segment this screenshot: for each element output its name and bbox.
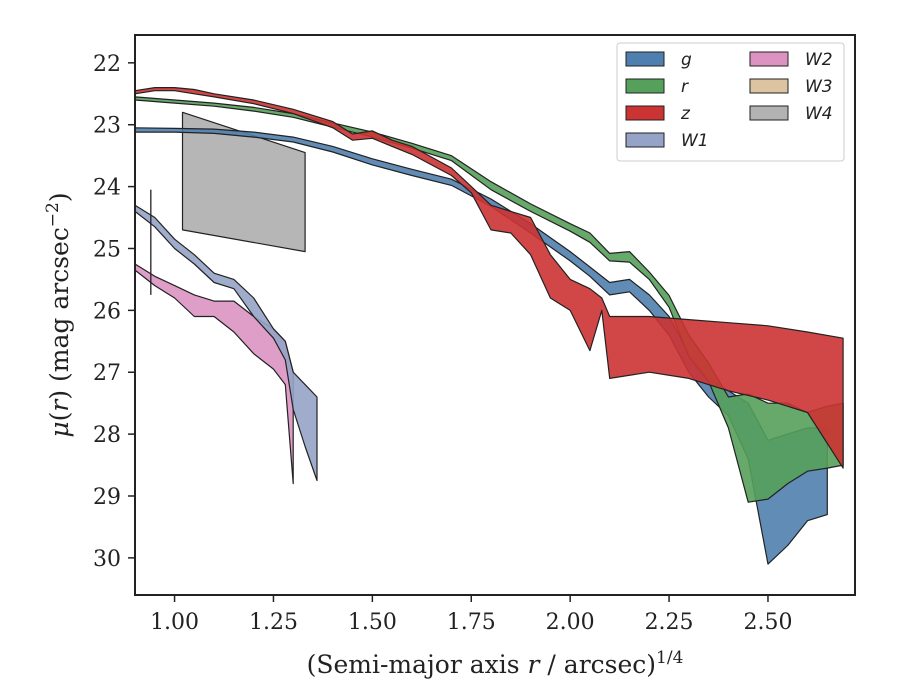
x-tick-label: 2.25 xyxy=(645,610,694,635)
y-tick-label: 28 xyxy=(93,423,121,448)
y-tick-label: 24 xyxy=(93,176,121,201)
y-tick-label: 30 xyxy=(93,547,121,572)
band-W1 xyxy=(134,204,318,482)
legend-label-r: r xyxy=(681,77,689,97)
y-tick-label: 22 xyxy=(93,52,121,77)
legend-label-W1: W1 xyxy=(681,131,709,151)
band-W4 xyxy=(181,111,306,253)
legend-label-W4: W4 xyxy=(805,104,833,124)
legend-swatch-W2 xyxy=(749,51,789,67)
band-z xyxy=(134,87,844,469)
y-tick-label: 29 xyxy=(93,485,121,510)
legend-swatch-W4 xyxy=(749,105,789,121)
plot-frame xyxy=(134,34,856,596)
x-tick-label: 1.00 xyxy=(150,610,199,635)
legend-label-g: g xyxy=(681,50,692,70)
legend-box xyxy=(616,42,845,162)
x-tick-label: 2.00 xyxy=(546,610,595,635)
legend-label-W2: W2 xyxy=(805,50,833,70)
legend-swatch-g xyxy=(625,51,665,67)
legend-swatch-W3 xyxy=(749,78,789,94)
y-axis-label: μ(r) (mag arcsec−2) xyxy=(43,192,74,437)
profile-bands xyxy=(134,87,844,565)
legend: grz W1 W2 W3 W4 xyxy=(616,42,845,162)
legend-label-z: z xyxy=(680,104,691,124)
y-tick-label: 26 xyxy=(93,299,121,324)
y-tick-label: 23 xyxy=(93,114,121,139)
y-tick-label: 25 xyxy=(93,237,121,262)
y-tick-label: 27 xyxy=(93,361,121,386)
x-tick-label: 1.50 xyxy=(348,610,397,635)
x-tick-label: 1.25 xyxy=(249,610,298,635)
x-axis-label: (Semi-major axis r / arcsec)1/4 xyxy=(307,648,684,679)
x-tick-label: 2.50 xyxy=(743,610,792,635)
x-tick-label: 1.75 xyxy=(447,610,496,635)
legend-swatch-z xyxy=(625,105,665,121)
legend-swatch-r xyxy=(625,78,665,94)
legend-label-W3: W3 xyxy=(805,77,833,97)
band-W2 xyxy=(134,263,294,485)
axis-ticks: 1.00 1.25 1.50 1.75 2.00 2.25 2.50 22 23 24 25 26 27… xyxy=(93,52,792,635)
legend-swatch-W1 xyxy=(625,132,665,148)
